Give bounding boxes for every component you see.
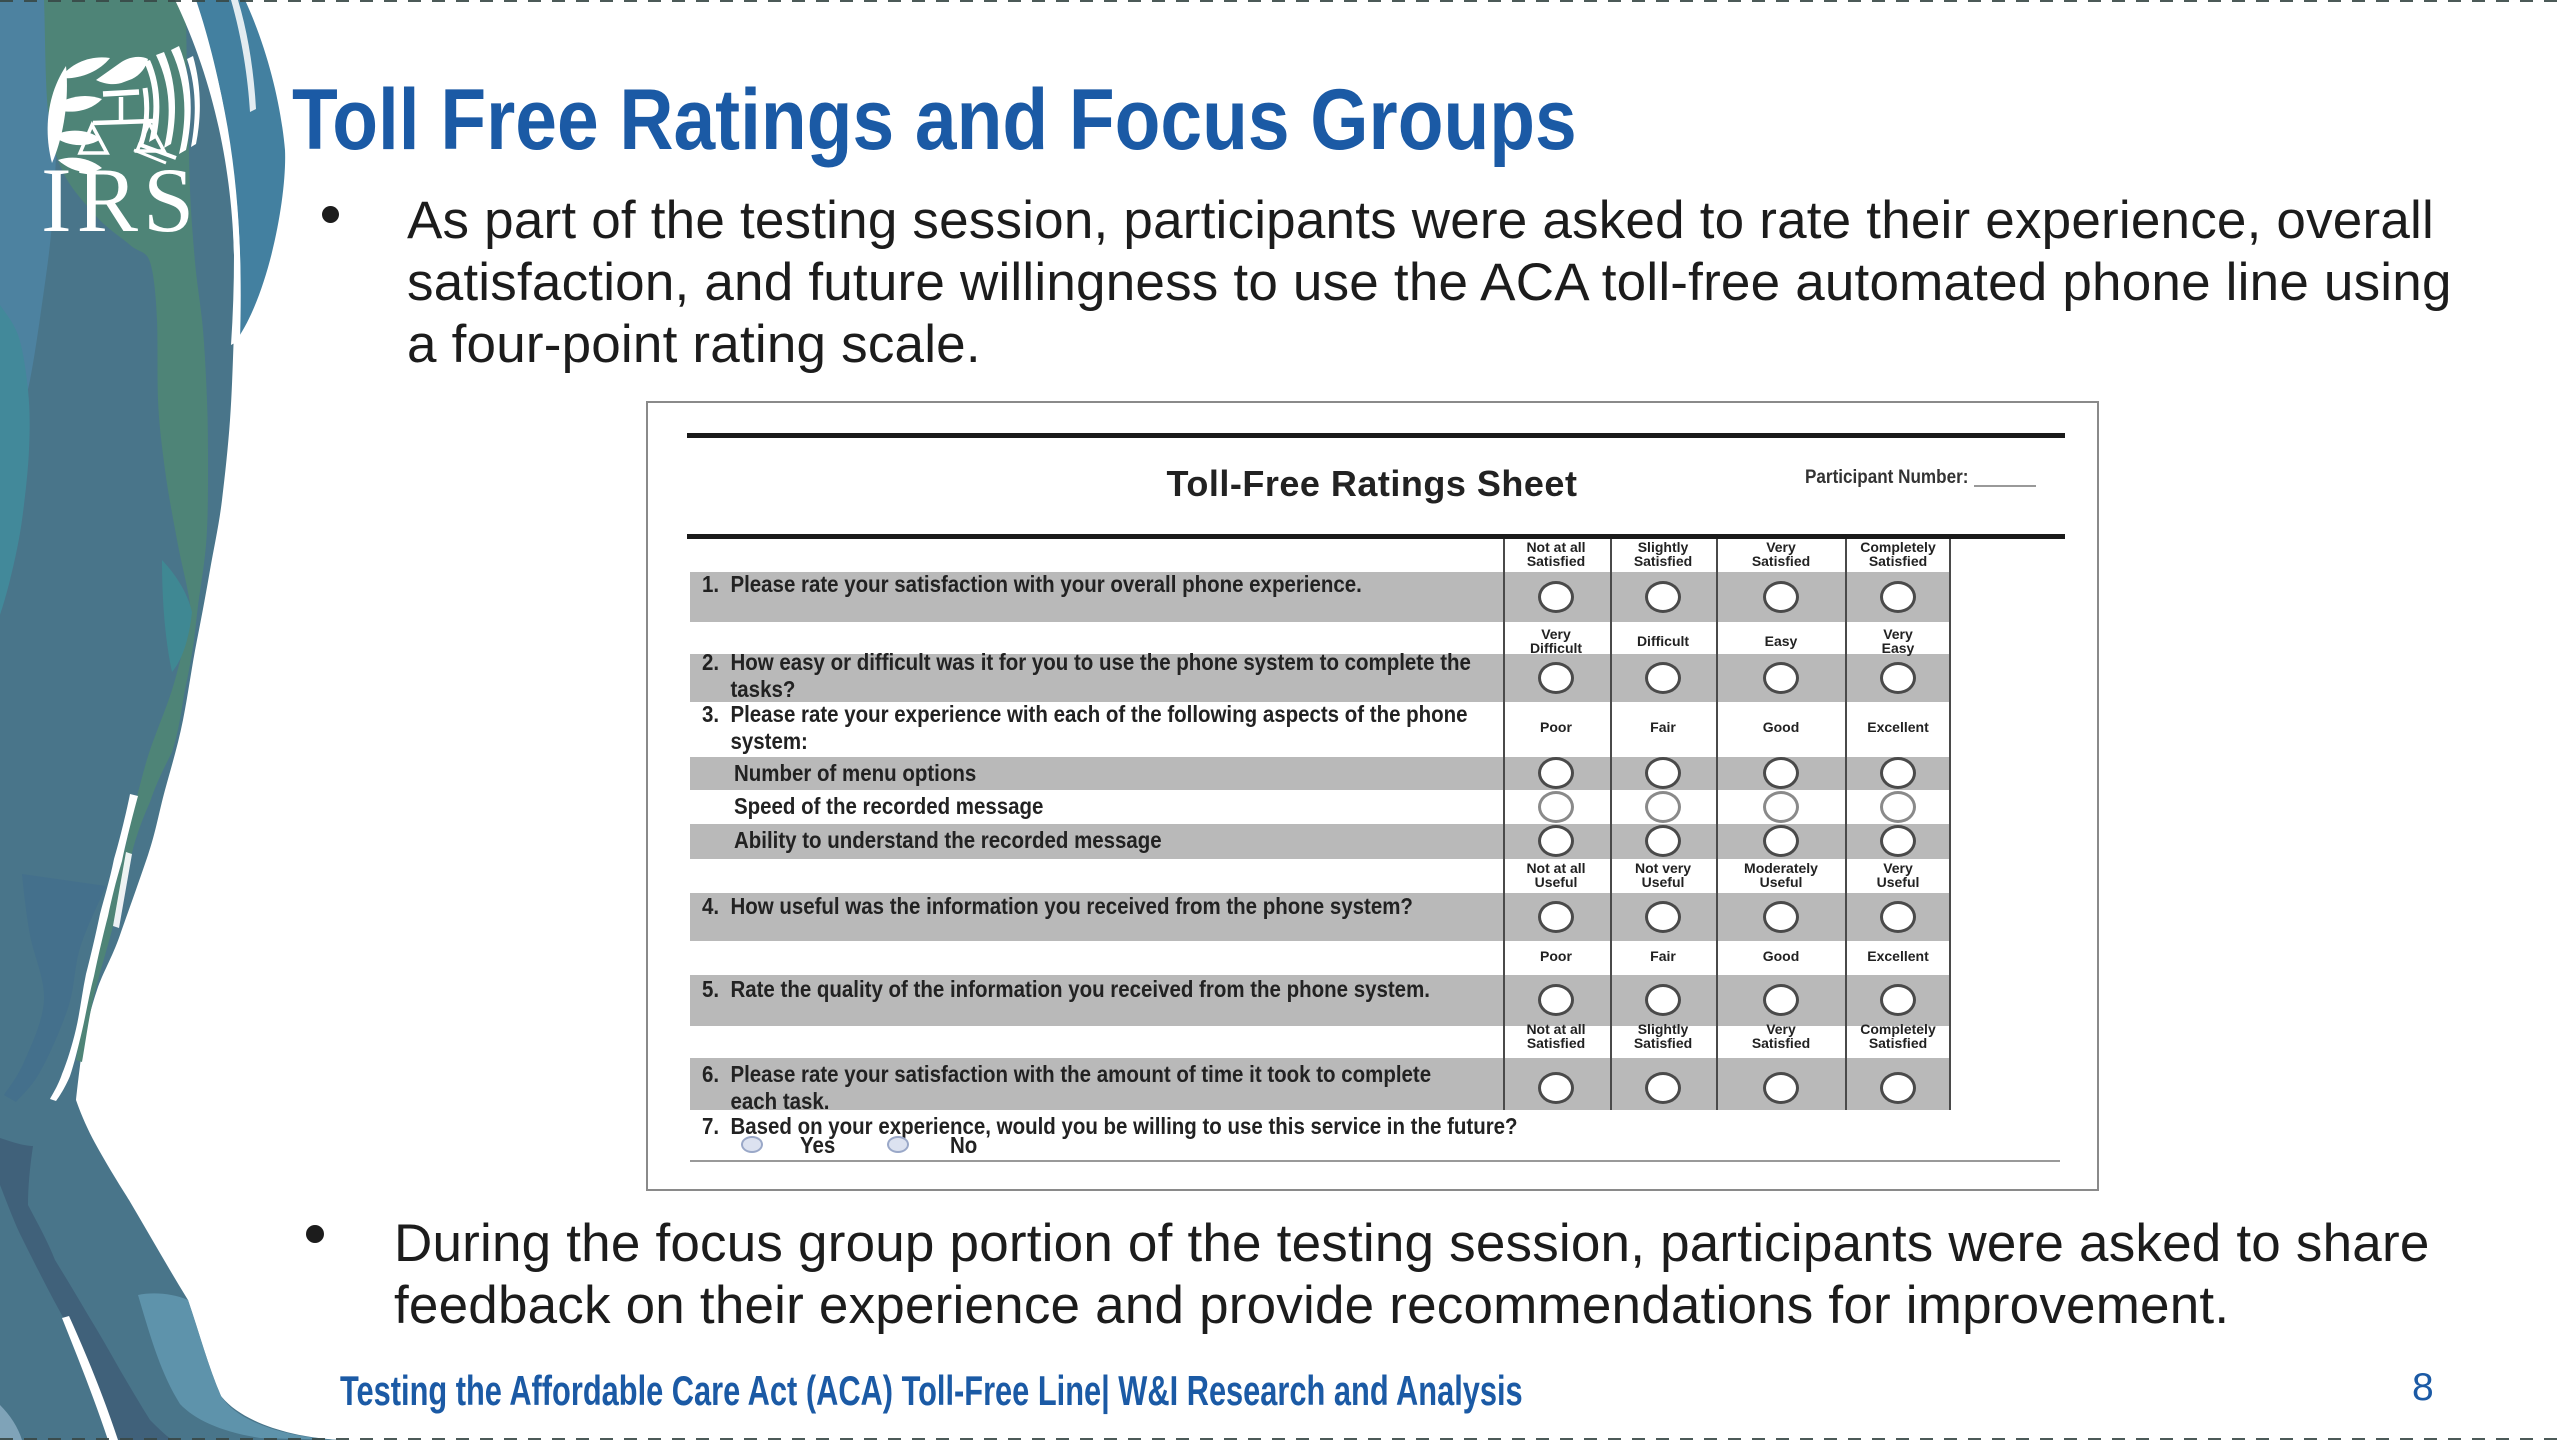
- svg-text:IRS: IRS: [41, 149, 199, 251]
